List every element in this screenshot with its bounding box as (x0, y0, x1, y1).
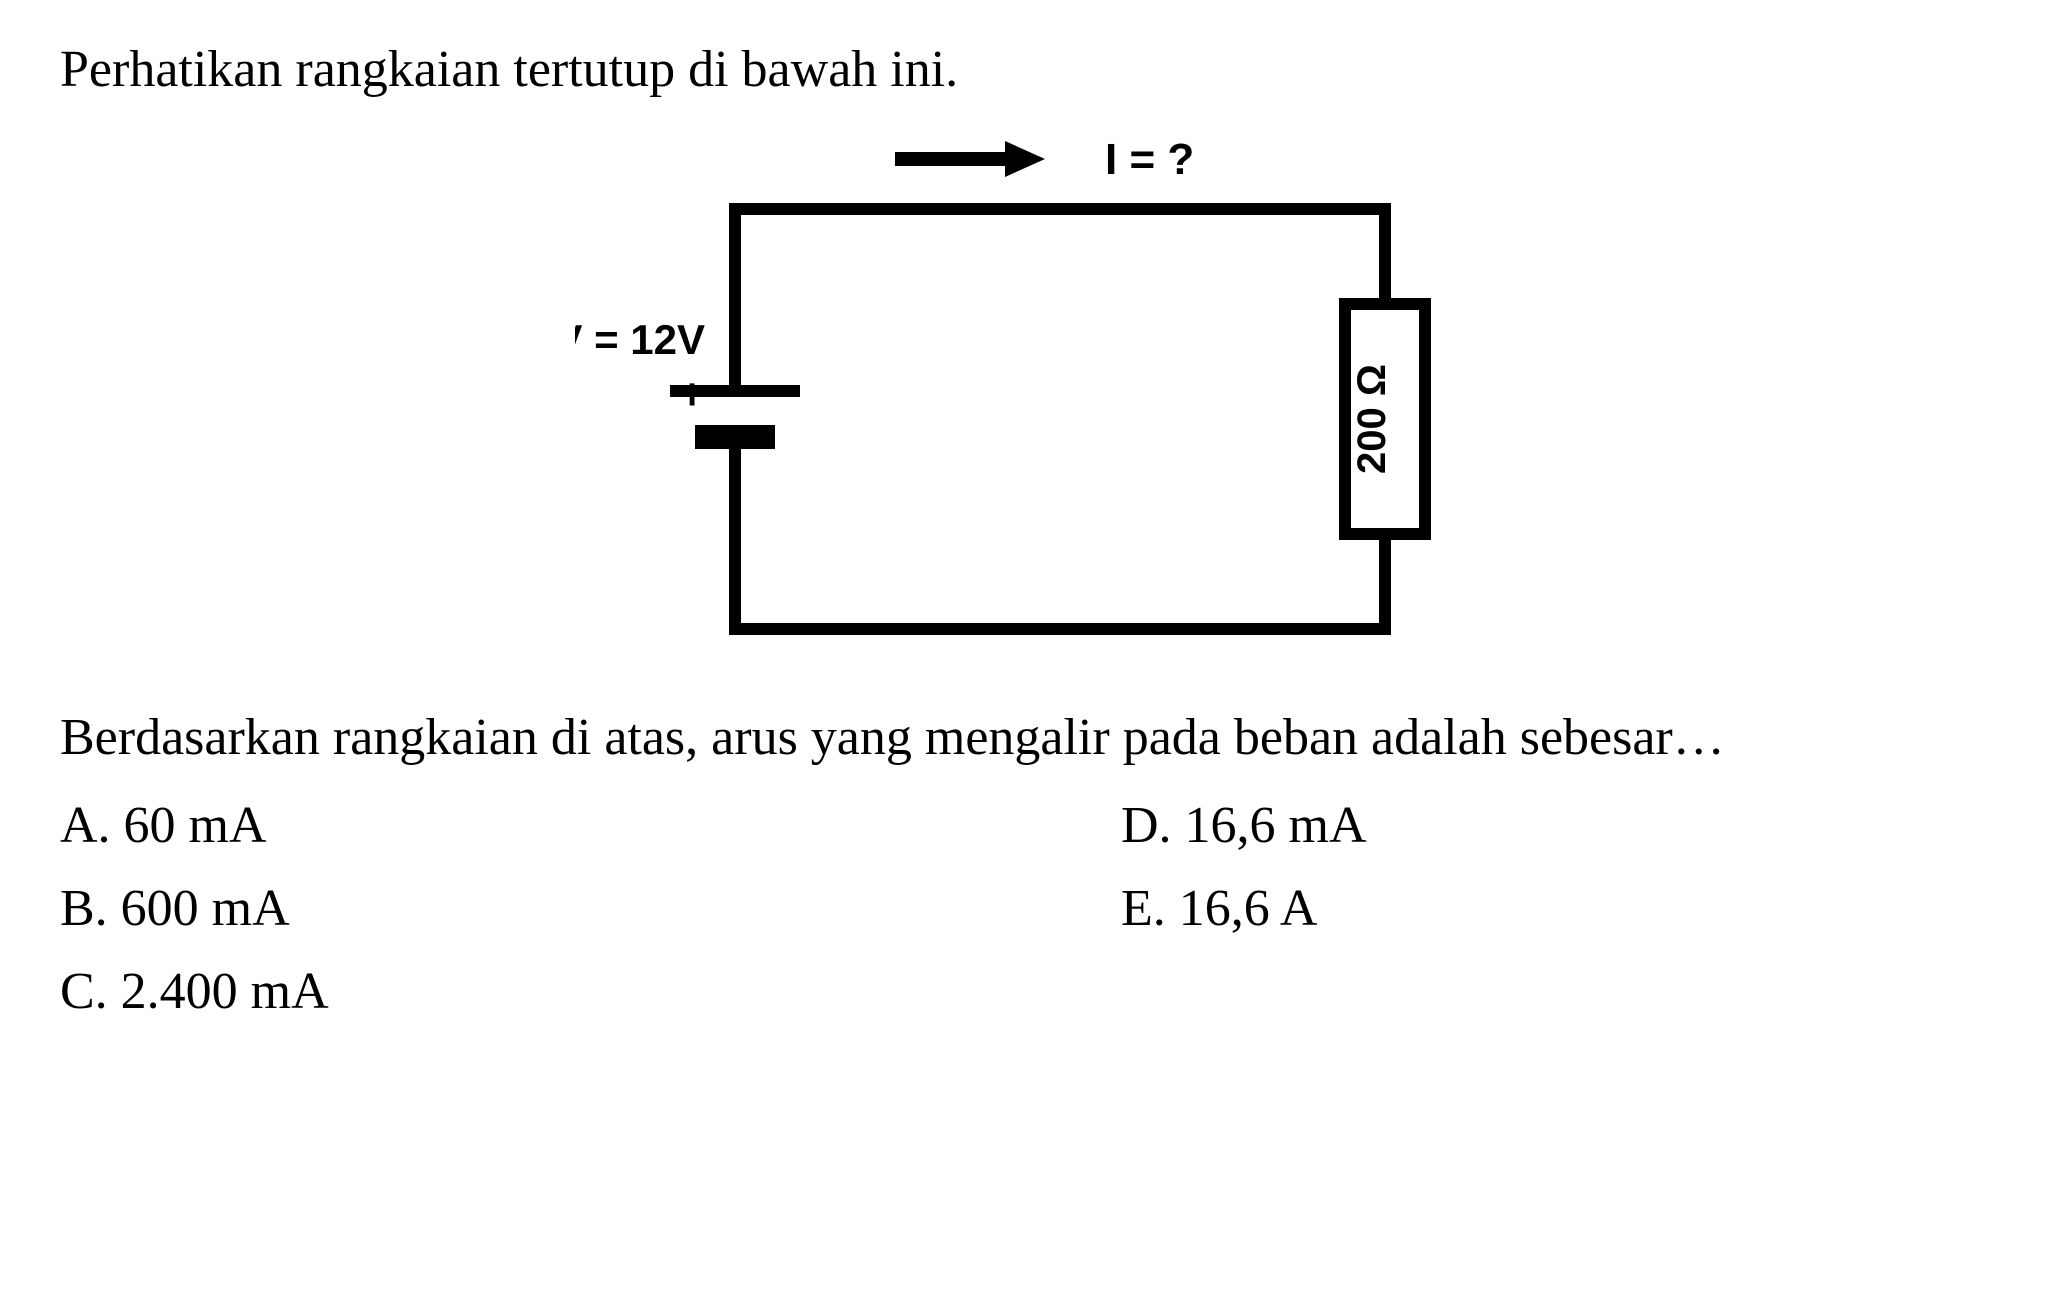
options-right-column: D. 16,6 mA E. 16,6 A (1121, 787, 1989, 1036)
followup-text: Berdasarkan rangkaian di atas, arus yang… (60, 699, 1989, 777)
option-e: E. 16,6 A (1121, 870, 1989, 948)
options-container: A. 60 mA B. 600 mA C. 2.400 mA D. 16,6 m… (60, 787, 1989, 1036)
plus-label: + (679, 370, 705, 419)
question-text: Perhatikan rangkaian tertutup di bawah i… (60, 40, 1989, 99)
current-label: I = ? (1105, 135, 1194, 184)
option-b: B. 600 mA (60, 870, 1121, 948)
voltage-label: V = 12V (575, 316, 705, 363)
option-c: C. 2.400 mA (60, 953, 1121, 1031)
current-arrow (895, 141, 1045, 177)
option-a: A. 60 mA (60, 787, 1121, 865)
options-left-column: A. 60 mA B. 600 mA C. 2.400 mA (60, 787, 1121, 1036)
resistor-label: 200 Ω (1350, 364, 1394, 474)
option-d: D. 16,6 mA (1121, 787, 1989, 865)
circuit-diagram: I = ? V = 12V + (575, 129, 1475, 649)
circuit-diagram-container: I = ? V = 12V + (60, 129, 1989, 649)
resistor-icon: 200 Ω (1345, 304, 1425, 534)
